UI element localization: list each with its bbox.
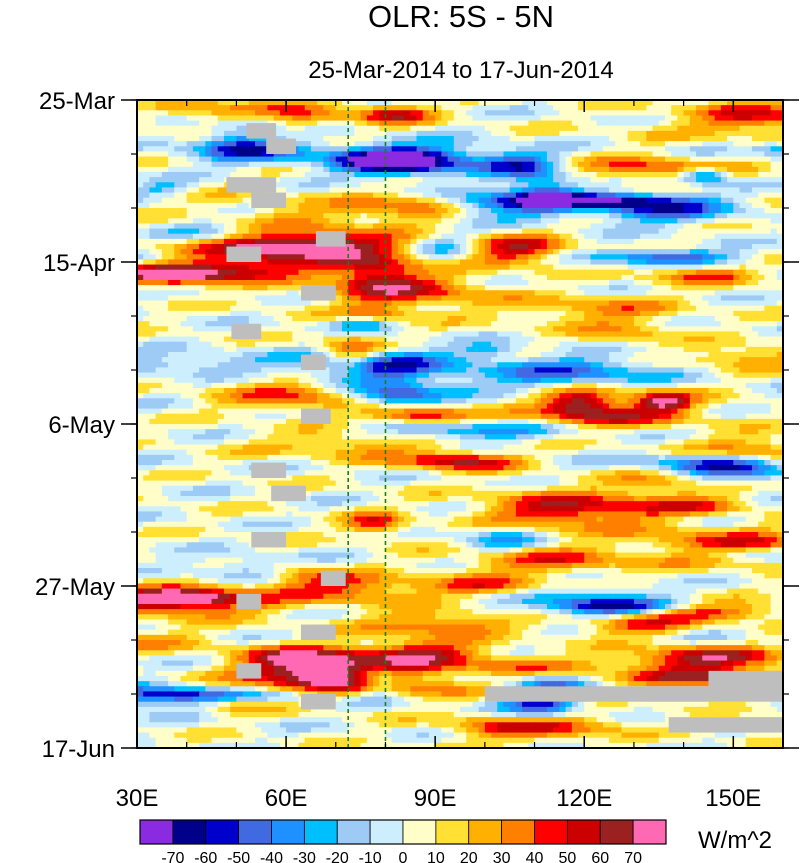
x-tick-label: 30E — [116, 785, 159, 812]
colorbar-swatch — [205, 819, 240, 845]
missing-data-block — [226, 177, 277, 193]
colorbar-label: 20 — [460, 850, 478, 863]
y-tick-label: 25-Mar — [39, 88, 115, 115]
colorbar-swatch — [599, 819, 634, 845]
colorbar-label: -20 — [326, 850, 349, 863]
colorbar-swatch — [369, 819, 404, 845]
missing-data-block — [300, 354, 326, 370]
colorbar-swatch — [303, 819, 338, 845]
colorbar-label: 50 — [558, 850, 576, 863]
x-tick-label: 150E — [705, 785, 761, 812]
missing-data-block — [320, 570, 346, 586]
colorbar-swatch — [402, 819, 437, 845]
colorbar-swatch — [336, 819, 371, 845]
x-tick-label: 120E — [556, 785, 612, 812]
missing-data-block — [236, 593, 262, 610]
colorbar-label: -60 — [194, 850, 217, 863]
colorbar-swatch — [566, 819, 601, 845]
colorbar-swatch — [172, 819, 207, 845]
missing-data-block — [708, 670, 783, 694]
colorbar-swatch — [534, 819, 568, 845]
missing-data-block — [300, 694, 336, 710]
missing-data-block — [251, 192, 287, 208]
colorbar-swatch — [632, 819, 667, 845]
axes: 30E 60E 90E 120E 150E 25-Mar 15-Apr 6-May 27-May… — [35, 88, 799, 812]
missing-data-block — [300, 408, 331, 424]
missing-data-block — [300, 285, 336, 301]
colorbar-label: 60 — [591, 850, 609, 863]
y-tick-label: 6-May — [48, 412, 115, 439]
colorbar: -70 -60 -50 -40 -30 -20 -10 0 10 20 30 40 50 60 70 — [139, 819, 667, 863]
y-tick-label: 15-Apr — [43, 250, 115, 277]
colorbar-unit: W/m^2 — [698, 827, 772, 854]
colorbar-swatch — [435, 819, 470, 845]
colorbar-label: 70 — [624, 850, 642, 863]
x-tick-label: 90E — [414, 785, 457, 812]
missing-data-block — [251, 532, 287, 548]
reference-lines — [347, 100, 387, 748]
chart-subtitle: 25-Mar-2014 to 17-Jun-2014 — [308, 57, 614, 84]
colorbar-label: 30 — [493, 850, 511, 863]
missing-data-block — [300, 624, 336, 640]
colorbar-swatch — [501, 819, 535, 845]
missing-data-block — [668, 717, 783, 733]
colorbar-label: -50 — [227, 850, 250, 863]
colorbar-label: 0 — [399, 850, 408, 863]
colorbar-frame — [139, 819, 667, 845]
colorbar-swatch — [139, 819, 174, 845]
y-tick-label: 17-Jun — [42, 736, 115, 763]
heatmap-field — [137, 100, 783, 748]
colorbar-label: -10 — [359, 850, 382, 863]
x-tick-label: 60E — [265, 785, 308, 812]
colorbar-label: -30 — [293, 850, 316, 863]
chart-title: OLR: 5S - 5N — [368, 0, 554, 34]
colorbar-label: -40 — [260, 850, 283, 863]
missing-data-layer — [226, 123, 783, 733]
colorbar-swatch — [271, 819, 305, 845]
missing-data-block — [231, 323, 262, 340]
missing-data-block — [271, 485, 306, 502]
colorbar-label: 10 — [427, 850, 445, 863]
y-tick-label: 27-May — [35, 574, 115, 601]
missing-data-block — [236, 663, 262, 679]
colorbar-label: 40 — [526, 850, 544, 863]
missing-data-block — [266, 138, 297, 154]
missing-data-block — [246, 123, 277, 139]
missing-data-block — [315, 231, 346, 247]
colorbar-swatch — [238, 819, 272, 845]
missing-data-block — [251, 462, 287, 478]
missing-data-block — [226, 246, 262, 262]
colorbar-swatch — [468, 819, 503, 845]
colorbar-label: -70 — [161, 850, 184, 863]
